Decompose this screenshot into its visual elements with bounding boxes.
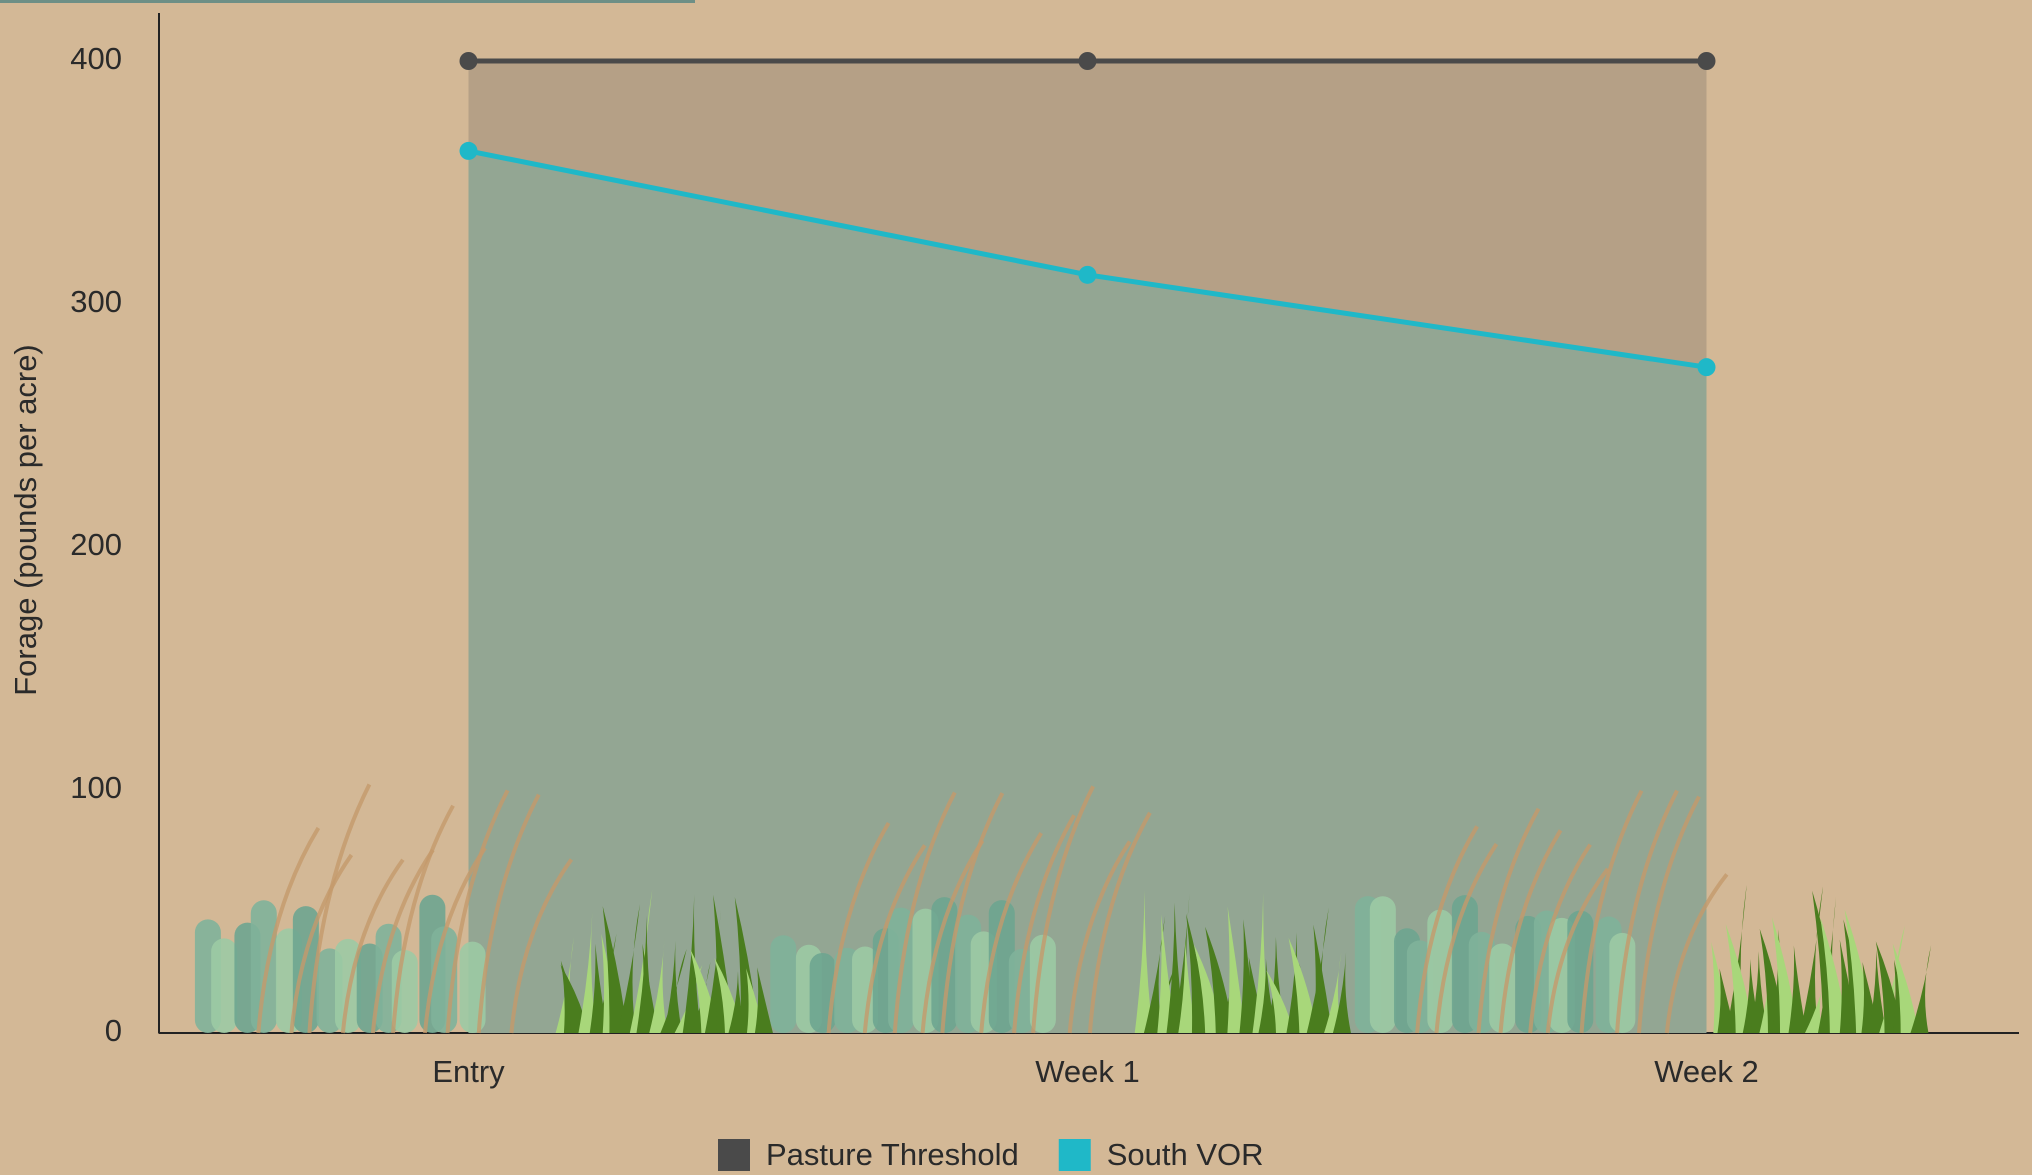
seed-stalk [1434, 842, 1499, 1034]
grass-blade [1178, 939, 1197, 1033]
seed-stalk [1087, 811, 1152, 1034]
area [468, 150, 1707, 1033]
grass-blade [1725, 924, 1754, 1033]
x-tick-label: Week 2 [1654, 1054, 1759, 1089]
y-tick-label: 300 [70, 284, 122, 319]
seed-stalk [445, 789, 510, 1034]
point [1078, 265, 1097, 284]
grass-blade [1205, 926, 1234, 1033]
grass-blade [1868, 949, 1887, 1033]
header-strip [0, 0, 695, 3]
point [459, 141, 478, 160]
seed-stalk [340, 858, 405, 1034]
grass-blade [1771, 917, 1799, 1033]
cactus [1567, 910, 1594, 1033]
seed-stalk [892, 791, 957, 1034]
y-tick-label: 400 [70, 41, 122, 76]
cactus [988, 900, 1015, 1033]
grass-blade [1805, 972, 1827, 1033]
grass-blade [660, 948, 687, 1033]
legend-swatch [1058, 1139, 1091, 1171]
legend-swatch [718, 1139, 750, 1171]
seed-stalk [979, 832, 1043, 1034]
seed-stalk [509, 858, 574, 1034]
seed-stalk [1579, 789, 1644, 1034]
seed-stalk [423, 846, 487, 1034]
seed-stalk [307, 783, 372, 1034]
x-tick-label: Week 1 [1035, 1054, 1140, 1089]
grass-blade [1288, 937, 1318, 1033]
grass-blade [617, 904, 640, 1033]
seed-stalk [1031, 785, 1095, 1034]
seed-stalk [289, 853, 354, 1034]
seed-stalk [256, 826, 321, 1034]
lines: Pasture Threshold South VOR [459, 52, 1716, 1172]
grass-blade [1134, 890, 1153, 1033]
grass-blade [1820, 917, 1848, 1033]
grass-blade [664, 940, 683, 1033]
grass-blade [1800, 886, 1823, 1033]
seed-stalk [1498, 829, 1563, 1034]
grass-blade [1892, 943, 1919, 1033]
grass-blade [1227, 906, 1246, 1033]
grass-blade [1910, 944, 1932, 1033]
point [1697, 358, 1716, 377]
seed-stalk [1528, 843, 1592, 1034]
seed-stalk [1476, 807, 1541, 1034]
seed-stalk [826, 821, 891, 1034]
grass-blade [602, 906, 628, 1033]
cactus [852, 946, 879, 1033]
grass-blade [1266, 970, 1294, 1033]
cactus [1369, 896, 1396, 1033]
seed-stalk [1545, 867, 1610, 1034]
grass-blade [649, 937, 668, 1033]
grass-blade [1313, 924, 1333, 1033]
seed-stalk [476, 793, 541, 1034]
y-tick-label: 100 [70, 770, 122, 805]
y-axis-label: Forage (pounds per acre) [8, 344, 43, 696]
x-tick-label: Entry [432, 1054, 505, 1089]
point [459, 52, 478, 70]
grass-blade [640, 943, 659, 1033]
cactus [1427, 909, 1454, 1033]
cactus [770, 935, 797, 1033]
point [1697, 52, 1716, 70]
seed-stalk [940, 792, 1005, 1034]
seed-stalk [391, 804, 455, 1034]
areas: 0 100 200 300 400 Entry Week 1 Week 2 [70, 13, 2019, 1089]
legend-label: Pasture Threshold [766, 1137, 1019, 1172]
grass-blade [682, 894, 701, 1033]
point [1078, 52, 1097, 70]
seed-stalk [1615, 789, 1679, 1034]
grass-blade [1749, 951, 1768, 1033]
seed-stalk [370, 848, 435, 1034]
seed-stalk [862, 844, 927, 1034]
cactus [250, 900, 277, 1033]
grass-blade [1143, 915, 1166, 1033]
seed-stalk [1012, 814, 1076, 1034]
legend-label: South VOR [1107, 1137, 1264, 1172]
grass-blade [754, 967, 773, 1033]
seed-stalk [1664, 873, 1729, 1034]
seed-stalk [920, 839, 985, 1034]
cactus [211, 938, 238, 1033]
y-tick-label: 200 [70, 527, 122, 562]
y-tick-label: 0 [105, 1013, 122, 1048]
seed-stalk [1415, 825, 1479, 1034]
cactus [931, 897, 958, 1033]
grass-blade [1324, 952, 1343, 1033]
grass-decoration [194, 783, 1932, 1034]
seed-stalk [1067, 840, 1132, 1034]
grass-blade [1332, 952, 1351, 1033]
grass-blade [578, 911, 597, 1033]
seed-stalk [1637, 795, 1701, 1034]
grass-blade [1788, 945, 1807, 1033]
